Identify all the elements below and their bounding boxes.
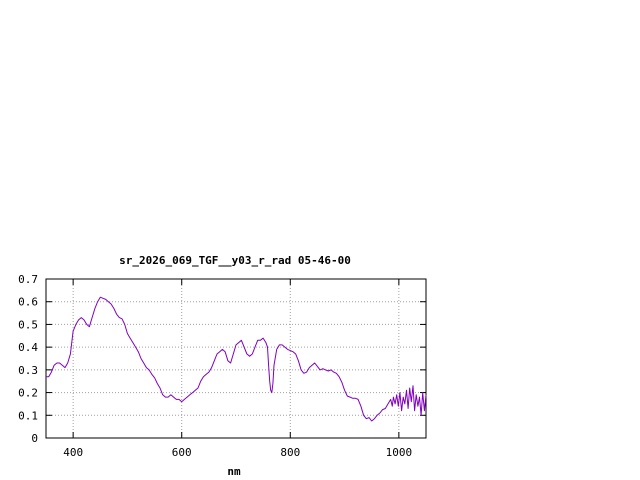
chart-title: sr_2026_069_TGF__y03_r_rad 05-46-00 <box>119 254 351 267</box>
y-tick-label: 0.1 <box>18 409 38 422</box>
y-tick-label: 0.3 <box>18 364 38 377</box>
y-tick-label: 0.4 <box>18 341 38 354</box>
series-line <box>46 296 427 422</box>
x-tick-label: 1000 <box>386 446 413 459</box>
x-tick-label: 600 <box>172 446 192 459</box>
grid <box>46 279 426 438</box>
axes: 0 0.1 0.2 0.3 0.4 0.5 0.6 0.7 400 600 800 1000 <box>18 273 427 459</box>
y-tick-label: 0.5 <box>18 318 38 331</box>
y-tick-label: 0.2 <box>18 387 38 400</box>
y-tick-label: 0.6 <box>18 296 38 309</box>
x-tick-label: 800 <box>280 446 300 459</box>
y-tick-label: 0 <box>31 432 38 445</box>
x-axis-label: nm <box>227 465 241 478</box>
plot-frame <box>45 278 427 439</box>
plot-area <box>46 296 427 422</box>
x-tick-label: 400 <box>63 446 83 459</box>
y-tick-label: 0.7 <box>18 273 38 286</box>
